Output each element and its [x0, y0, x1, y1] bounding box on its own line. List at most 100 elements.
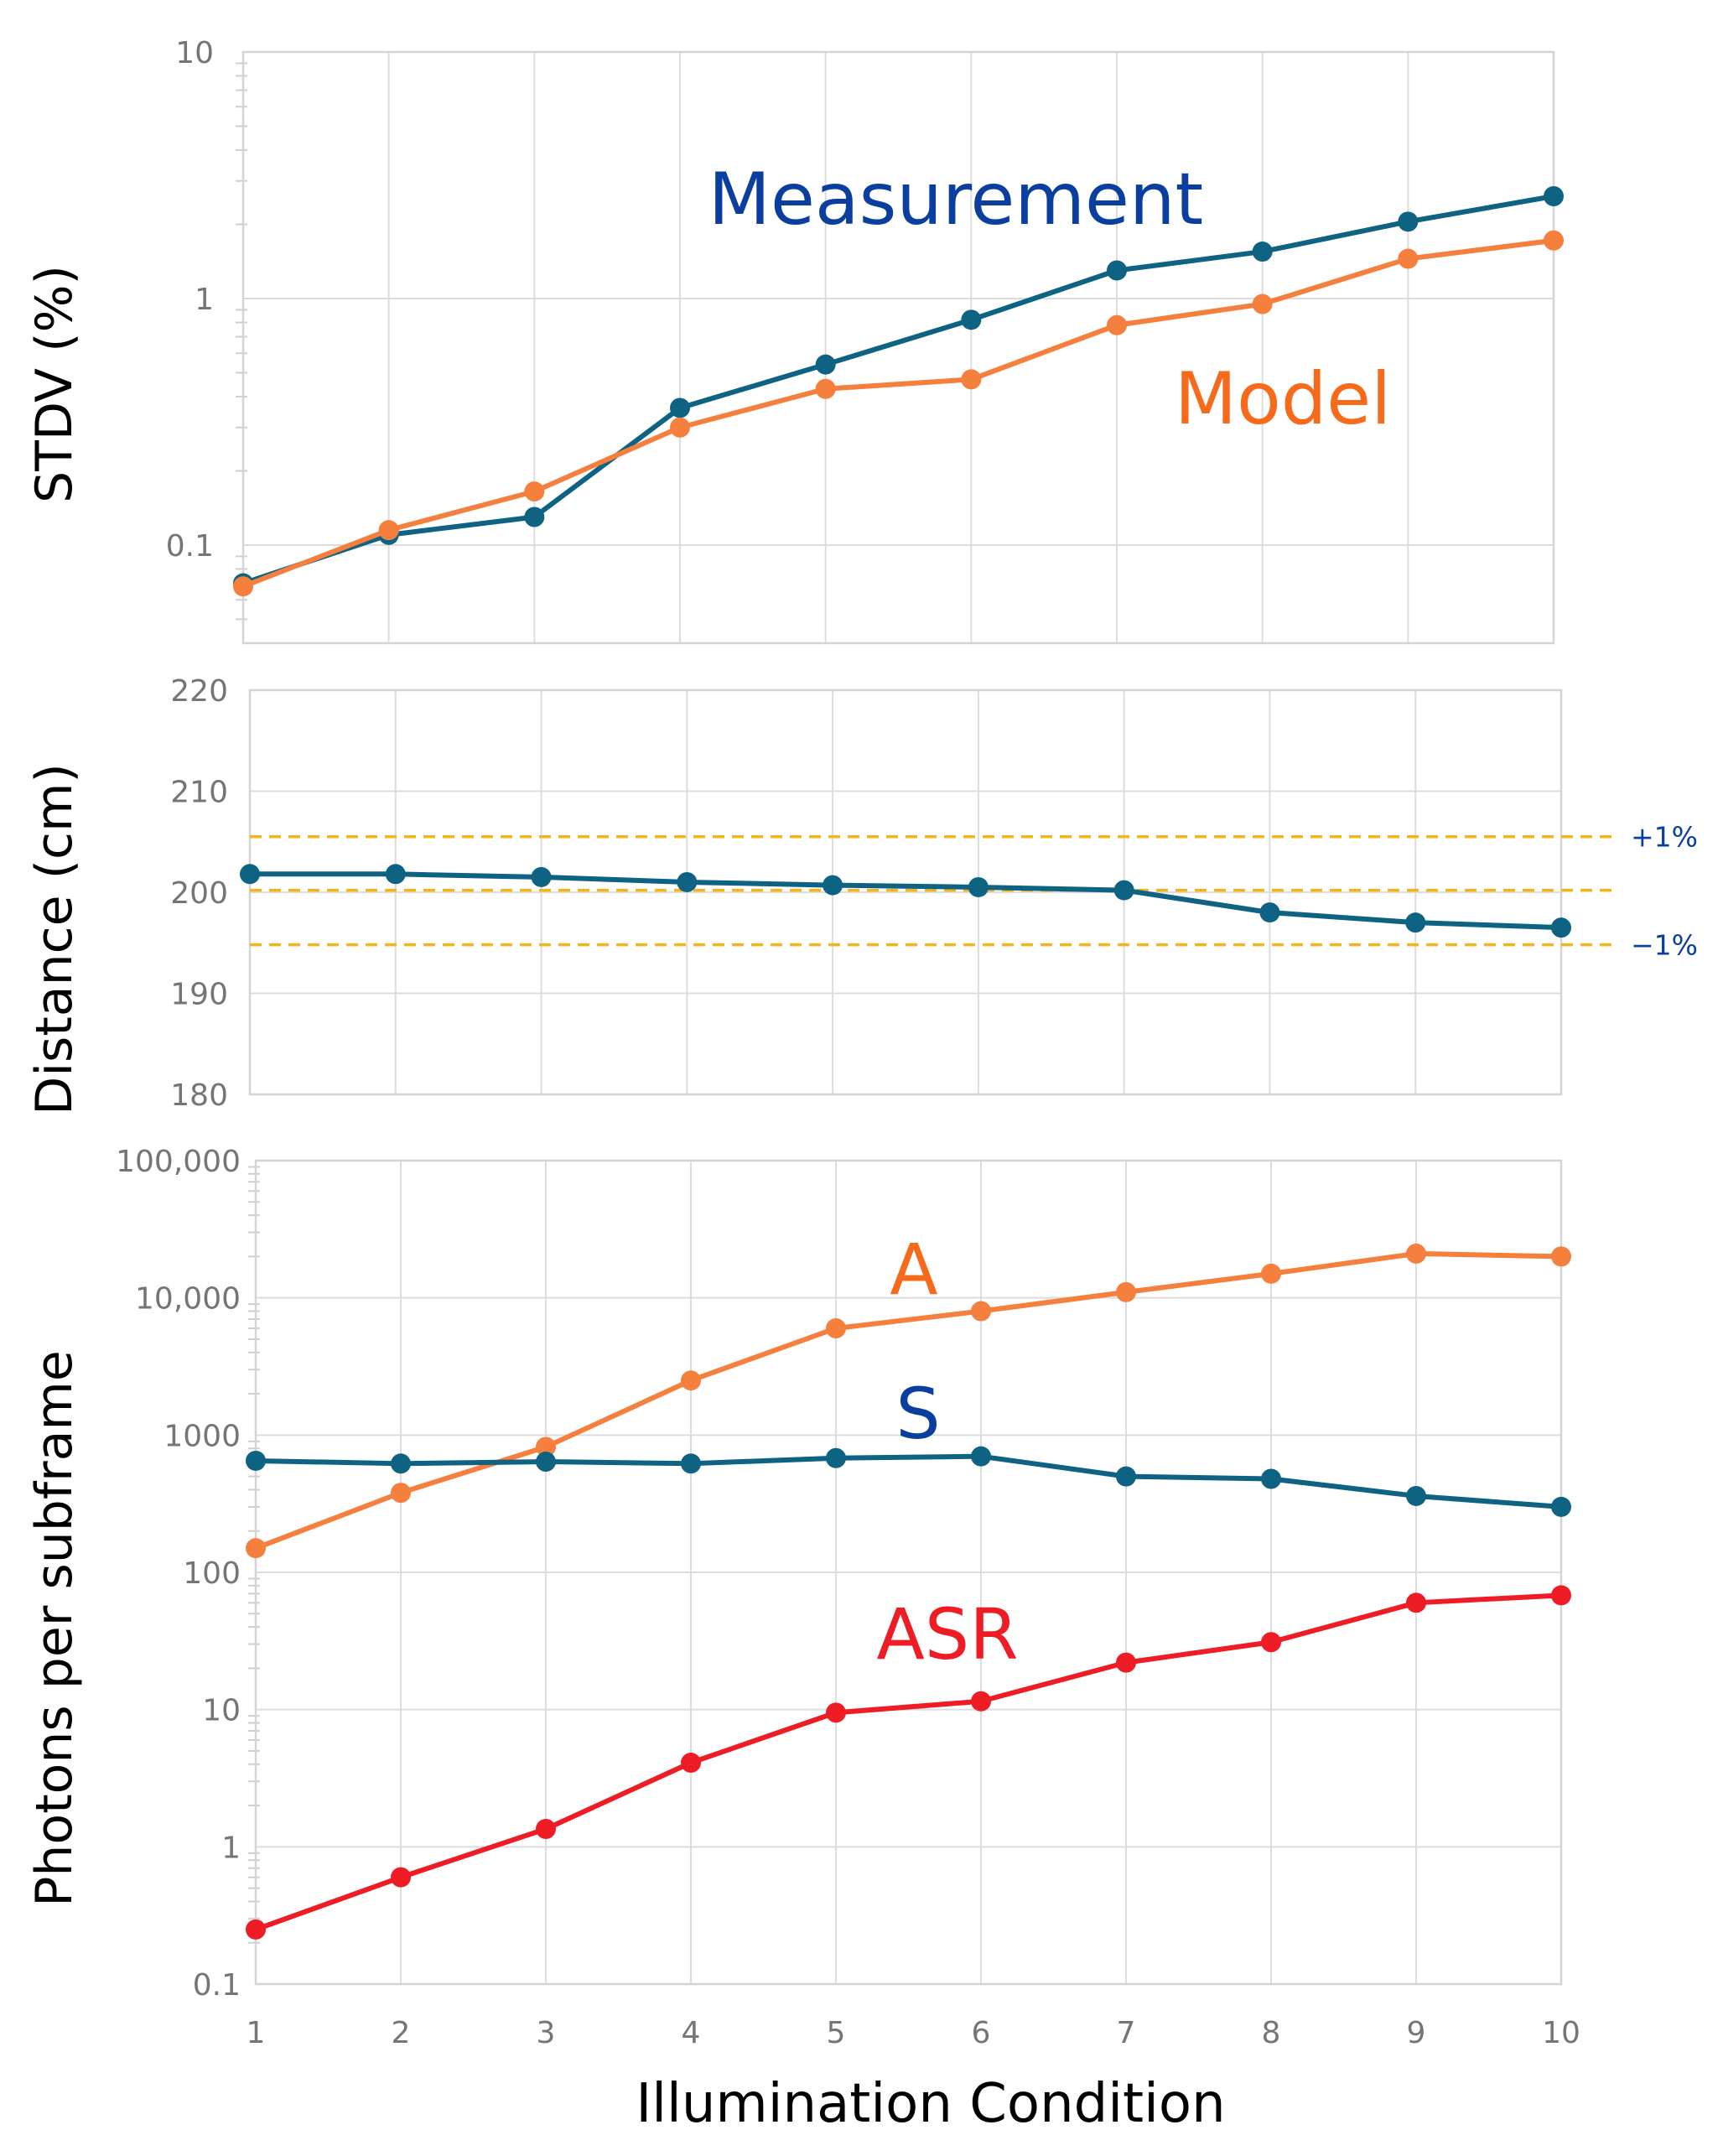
measurement-series-line [241, 193, 1556, 586]
model-data-point [815, 378, 836, 399]
measurement-data-point [1252, 242, 1273, 262]
asr-data-point [391, 1867, 411, 1888]
y-tick-label: 180 [170, 1078, 228, 1113]
distance-series-line [247, 871, 1564, 931]
y-tick-label: 0.1 [166, 529, 214, 564]
distance-data-point [240, 864, 260, 885]
a-data-point [391, 1483, 411, 1504]
s-data-point [1116, 1466, 1136, 1487]
y-tick-label: 100 [183, 1556, 241, 1591]
a-series-line [253, 1250, 1564, 1551]
x-tick-label: 3 [537, 2016, 556, 2050]
s-data-point [1551, 1496, 1571, 1517]
asr-data-point [1116, 1652, 1136, 1673]
distance-data-point [823, 875, 843, 896]
y-tick-label: 1 [195, 283, 214, 317]
plot-frame [241, 50, 1555, 645]
measurement-data-point [1107, 260, 1127, 281]
model-data-point [378, 520, 399, 541]
s-data-point [246, 1450, 266, 1471]
x-tick-label: 8 [1262, 2016, 1281, 2050]
x-axis-label: Illumination Condition [636, 2073, 1225, 2135]
measurement-annotation: Measurement [708, 158, 1203, 242]
a-data-point [1551, 1246, 1571, 1267]
model-series-line [241, 237, 1556, 590]
s-data-point [1261, 1468, 1281, 1489]
y-tick-label: 210 [170, 776, 228, 810]
distance-data-point [1113, 880, 1134, 901]
s-series-line [253, 1453, 1564, 1509]
distance-data-point [385, 864, 406, 885]
a-data-point [971, 1301, 991, 1322]
model-data-point [670, 417, 690, 438]
x-tick-label: 10 [1542, 2016, 1580, 2050]
a-annotation: A [890, 1229, 937, 1311]
distance-panel: 180 190 200 210 220 +1% −1% [170, 674, 1698, 1113]
y-tick-label: 10,000 [135, 1282, 241, 1317]
plot-frame [254, 1159, 1563, 1986]
x-tick-label: 6 [972, 2016, 991, 2050]
x-tick-label: 7 [1117, 2016, 1136, 2050]
x-tick-label: 1 [247, 2016, 266, 2050]
a-data-point [681, 1370, 701, 1391]
asr-series-line [253, 1592, 1564, 1932]
distance-data-point [1551, 917, 1571, 938]
model-annotation: Model [1175, 357, 1391, 441]
model-data-point [1252, 294, 1273, 314]
asr-data-point [826, 1702, 846, 1723]
distance-data-point [1259, 902, 1280, 923]
y-tick-label: 10 [175, 36, 214, 70]
stdv-panel: 0.1 1 10 Measurement Model [166, 36, 1564, 645]
distance-panel-ylabel: Distance (cm) [25, 763, 84, 1115]
asr-data-point [1406, 1592, 1426, 1613]
a-data-point [536, 1436, 556, 1457]
model-data-point [1544, 230, 1564, 251]
s-data-point [971, 1446, 991, 1467]
y-tick-label: 200 [170, 876, 228, 911]
distance-data-point [531, 866, 552, 887]
x-tick-label: 5 [827, 2016, 846, 2050]
threshold-label: −1% [1631, 929, 1698, 962]
y-tick-label: 220 [170, 674, 228, 709]
a-data-point [1116, 1281, 1136, 1302]
distance-data-point [968, 876, 989, 897]
asr-data-point [1551, 1585, 1571, 1606]
asr-data-point [971, 1691, 991, 1712]
asr-annotation: ASR [876, 1593, 1018, 1675]
s-annotation: S [895, 1373, 940, 1455]
s-data-point [1406, 1485, 1426, 1506]
plot-frame [248, 688, 1563, 1096]
measurement-data-point [670, 397, 690, 418]
asr-data-point [681, 1753, 701, 1774]
model-data-point [1398, 248, 1419, 269]
a-data-point [1261, 1263, 1281, 1284]
y-tick-label: 190 [170, 978, 228, 1012]
model-data-point [524, 481, 545, 502]
model-data-point [1107, 314, 1127, 335]
threshold-label: +1% [1631, 821, 1698, 854]
s-data-point [826, 1447, 846, 1468]
y-tick-label: 1000 [163, 1419, 241, 1453]
s-data-point [681, 1453, 701, 1474]
s-data-point [536, 1452, 556, 1473]
measurement-data-point [1398, 211, 1419, 232]
y-tick-label: 100,000 [116, 1145, 241, 1179]
measurement-data-point [961, 309, 982, 330]
model-data-point [961, 369, 982, 390]
x-tick-label: 2 [392, 2016, 411, 2050]
photons-panel-ylabel: Photons per subframe [25, 1350, 84, 1907]
asr-data-point [246, 1919, 266, 1940]
distance-data-point [677, 871, 698, 892]
y-tick-label: 10 [202, 1694, 241, 1728]
a-data-point [826, 1317, 846, 1338]
x-tick-label: 4 [682, 2016, 701, 2050]
a-data-point [246, 1538, 266, 1559]
y-tick-label: 0.1 [193, 1968, 241, 2003]
asr-data-point [536, 1819, 556, 1840]
a-data-point [1406, 1243, 1426, 1264]
asr-data-point [1261, 1632, 1281, 1653]
x-tick-label: 9 [1407, 2016, 1426, 2050]
measurement-data-point [1544, 185, 1564, 206]
